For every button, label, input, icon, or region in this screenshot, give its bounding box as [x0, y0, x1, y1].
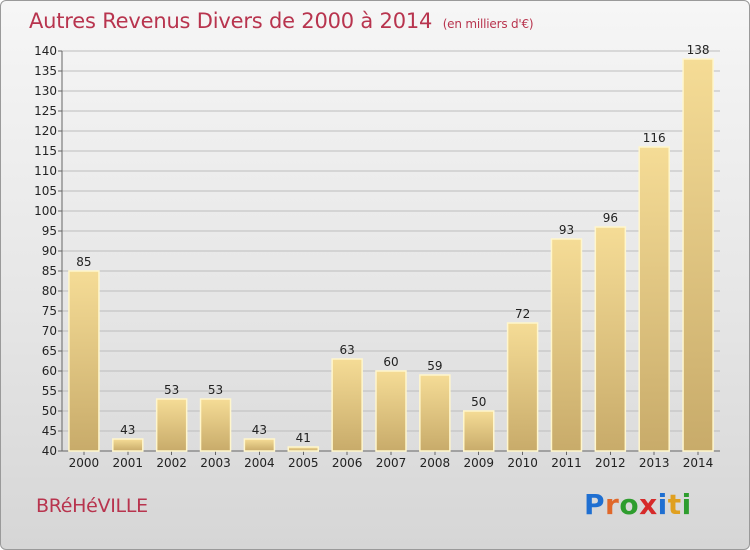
chart-subtitle: (en milliers d'€) — [442, 17, 534, 31]
y-tick-label: 90 — [42, 244, 57, 258]
bar-2002 — [155, 398, 188, 452]
y-tick-label: 60 — [42, 364, 57, 378]
bar-2011 — [550, 238, 583, 452]
logo-letter: i — [657, 488, 668, 521]
place-name: BRéHéVILLE — [36, 495, 148, 517]
bars — [68, 58, 714, 452]
y-tick-label: 75 — [42, 304, 57, 318]
x-tick-label: 2009 — [463, 456, 494, 470]
x-tick-label: 2013 — [639, 456, 670, 470]
data-label-2002: 53 — [164, 383, 179, 397]
x-tick-label: 2002 — [156, 456, 187, 470]
data-label-2004: 43 — [252, 423, 267, 437]
chart-title-text: Autres Revenus Divers de 2000 à 2014 — [29, 9, 433, 33]
y-tick-label: 125 — [34, 104, 57, 118]
x-tick-label: 2005 — [288, 456, 319, 470]
data-label-2011: 93 — [559, 223, 574, 237]
y-tick-label: 135 — [34, 64, 57, 78]
data-label-2014: 138 — [687, 43, 710, 57]
bar-2014 — [682, 58, 714, 452]
x-tick-label: 2008 — [420, 456, 451, 470]
y-tick-label: 55 — [42, 384, 57, 398]
logo-letter: P — [584, 488, 606, 521]
data-label-2009: 50 — [471, 395, 486, 409]
data-label-2001: 43 — [120, 423, 135, 437]
logo-letter: i — [681, 488, 692, 521]
logo-letter: r — [605, 488, 620, 521]
y-tick-label: 40 — [42, 444, 57, 458]
x-tick-label: 2004 — [244, 456, 275, 470]
data-label-2010: 72 — [515, 307, 530, 321]
y-tick-label: 80 — [42, 284, 57, 298]
y-tick-label: 120 — [34, 124, 57, 138]
proxiti-logo: Proxiti — [584, 488, 692, 521]
bar-2004 — [243, 438, 276, 452]
x-tick-label: 2014 — [683, 456, 714, 470]
y-tick-label: 95 — [42, 224, 57, 238]
bar-2010 — [506, 322, 539, 452]
bar-2012 — [594, 226, 627, 452]
data-label-2008: 59 — [427, 359, 442, 373]
data-labels: 85 43 53 53 43 41 63 60 59 50 72 93 96 116 138 — [76, 43, 709, 445]
y-tick-label: 130 — [34, 84, 57, 98]
data-label-2006: 63 — [339, 343, 354, 357]
data-label-2007: 60 — [383, 355, 398, 369]
y-tick-label: 70 — [42, 324, 57, 338]
data-label-2005: 41 — [296, 431, 311, 445]
bar-2000 — [68, 270, 100, 452]
y-tick-label: 110 — [34, 164, 57, 178]
y-tick-label: 45 — [42, 424, 57, 438]
x-tick-label: 2003 — [200, 456, 231, 470]
bar-2009 — [462, 410, 495, 452]
logo-letter: x — [639, 488, 658, 521]
y-tick-label: 105 — [34, 184, 57, 198]
x-tick-label: 2001 — [113, 456, 144, 470]
x-tick-label: 2010 — [507, 456, 538, 470]
y-tick-label: 140 — [34, 44, 57, 58]
bar-2001 — [112, 438, 144, 452]
logo-letter: t — [667, 488, 682, 521]
bar-2006 — [331, 358, 363, 452]
x-tick-label: 2012 — [595, 456, 626, 470]
bar-2007 — [375, 370, 407, 452]
data-label-2000: 85 — [76, 255, 91, 269]
x-tick-label: 2011 — [551, 456, 582, 470]
x-tick-label: 2006 — [332, 456, 363, 470]
y-tick-label: 115 — [34, 144, 57, 158]
bar-2013 — [638, 146, 670, 452]
chart-title: Autres Revenus Divers de 2000 à 2014 (en… — [29, 9, 534, 33]
y-tick-label: 65 — [42, 344, 57, 358]
data-label-2012: 96 — [603, 211, 618, 225]
bar-2003 — [199, 398, 232, 452]
x-tick-label: 2000 — [69, 456, 100, 470]
bar-2008 — [419, 374, 451, 452]
logo-letter: o — [619, 488, 640, 521]
y-tick-label: 85 — [42, 264, 57, 278]
bar-2005 — [287, 446, 320, 452]
data-label-2013: 116 — [643, 131, 666, 145]
data-label-2003: 53 — [208, 383, 223, 397]
y-tick-label: 50 — [42, 404, 57, 418]
y-tick-label: 100 — [34, 204, 57, 218]
x-tick-label: 2007 — [376, 456, 407, 470]
